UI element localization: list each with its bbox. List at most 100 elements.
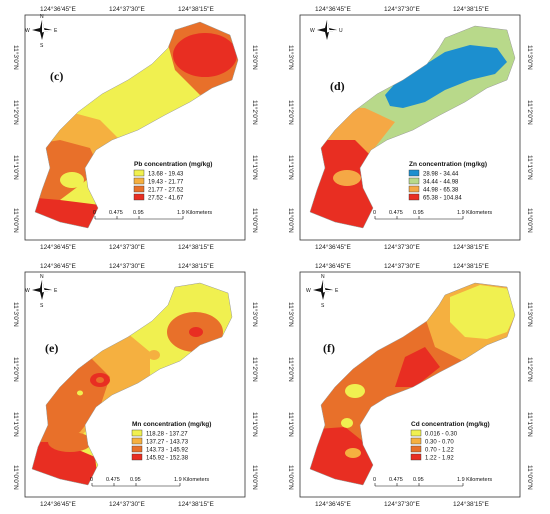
svg-text:W: W — [310, 28, 315, 34]
left-tick-4: 11°0'0"N — [12, 208, 20, 233]
svg-text:0.95: 0.95 — [130, 477, 141, 483]
svg-text:0.475: 0.475 — [106, 477, 120, 483]
top-tick-2: 124°37'30"E — [109, 5, 145, 13]
zone-yellow-spot-2 — [341, 418, 353, 428]
right-tick-1: 11°3'0"N — [526, 302, 534, 327]
legend-label-1: 28.98 - 34.44 — [423, 172, 459, 178]
svg-text:0: 0 — [93, 210, 96, 216]
study-area-outline — [309, 282, 516, 486]
legend-swatch-4 — [408, 193, 420, 201]
north-arrow-icon: N E S W — [306, 274, 339, 309]
zone-orange-south — [48, 432, 92, 452]
bottom-tick-1: 124°36'45"E — [40, 243, 76, 251]
legend-title: Zn concentration (mg/kg) — [409, 161, 487, 168]
zone-yellow-north — [450, 285, 515, 339]
right-tick-2: 11°2'0"N — [526, 357, 534, 382]
north-arrow-icon: N E S W — [25, 14, 58, 49]
bottom-tick-3: 124°38'15"E — [178, 500, 214, 508]
scale-bar: 0 0.475 0.95 1.9 Kilometers — [373, 477, 492, 487]
legend-label-1: 13.68 - 19.43 — [148, 172, 184, 178]
left-tick-4: 11°0'0"N — [12, 465, 20, 490]
legend-swatch-2 — [408, 177, 420, 185]
right-tick-4: 11°0'0"N — [526, 208, 534, 233]
zone-red — [310, 427, 380, 485]
zone-yellow-spot — [345, 384, 365, 398]
svg-text:0.95: 0.95 — [133, 210, 144, 216]
right-tick-3: 11°1'0"N — [251, 412, 259, 437]
legend-swatch-2 — [133, 177, 145, 185]
zone-red — [310, 140, 380, 228]
right-tick-2: 11°2'0"N — [526, 100, 534, 125]
left-tick-3: 11°1'0"N — [12, 412, 20, 437]
bottom-tick-3: 124°38'15"E — [178, 243, 214, 251]
legend-title: Pb concentration (mg/kg) — [134, 161, 212, 168]
svg-text:0.475: 0.475 — [389, 477, 403, 483]
legend-label-1: 0.016 - 0.30 — [425, 432, 458, 438]
right-tick-2: 11°2'0"N — [251, 357, 259, 382]
right-tick-1: 11°3'0"N — [251, 45, 259, 70]
svg-text:E: E — [54, 288, 58, 294]
left-tick-4: 11°0'0"N — [287, 465, 295, 490]
left-tick-3: 11°1'0"N — [287, 155, 295, 180]
left-tick-1: 11°3'0"N — [12, 45, 20, 70]
left-tick-3: 11°1'0"N — [287, 412, 295, 437]
bottom-tick-2: 124°37'30"E — [384, 243, 420, 251]
bottom-tick-1: 124°36'45"E — [40, 500, 76, 508]
svg-text:N: N — [40, 14, 44, 20]
top-tick-3: 124°38'15"E — [178, 262, 214, 270]
left-tick-1: 11°3'0"N — [12, 302, 20, 327]
top-tick-3: 124°38'15"E — [178, 5, 214, 13]
legend-label-2: 19.43 - 21.77 — [148, 180, 184, 186]
north-arrow-icon: N E S W — [25, 274, 58, 309]
left-tick-1: 11°3'0"N — [287, 45, 295, 70]
legend-swatch-3 — [410, 445, 422, 453]
top-tick-1: 124°36'45"E — [315, 262, 351, 270]
top-tick-1: 124°36'45"E — [315, 5, 351, 13]
legend-swatch-3 — [408, 185, 420, 193]
left-tick-2: 11°2'0"N — [12, 100, 20, 125]
right-tick-1: 11°3'0"N — [251, 302, 259, 327]
legend-swatch-1 — [408, 169, 420, 177]
svg-text:U: U — [339, 28, 343, 34]
bottom-tick-2: 124°37'30"E — [384, 500, 420, 508]
right-tick-2: 11°2'0"N — [251, 100, 259, 125]
zone-orange-spot — [333, 170, 361, 186]
legend-swatch-4 — [410, 453, 422, 461]
legend-label-3: 143.73 - 145.92 — [146, 448, 189, 454]
zone-orange — [35, 140, 100, 228]
legend-swatch-1 — [410, 429, 422, 437]
scale-bar: 0 0.475 0.95 1.9 Kilometers — [90, 477, 209, 487]
legend-label-4: 145.92 - 152.38 — [146, 456, 189, 462]
study-area-outline — [34, 21, 239, 229]
scale-bar: 0 0.475 0.95 1.9 Kilometers — [373, 210, 492, 220]
zone-orange — [32, 352, 110, 485]
right-tick-3: 11°1'0"N — [526, 412, 534, 437]
zone-light-orange-spot — [148, 350, 160, 360]
left-tick-2: 11°2'0"N — [287, 100, 295, 125]
svg-text:0.95: 0.95 — [413, 477, 424, 483]
panel-letter: (e) — [45, 341, 58, 355]
bottom-tick-3: 124°38'15"E — [453, 500, 489, 508]
panel-letter: (d) — [330, 79, 345, 93]
zone-red — [35, 195, 110, 228]
top-tick-3: 124°38'15"E — [453, 5, 489, 13]
legend-label-2: 137.27 - 143.73 — [146, 440, 189, 446]
legend-swatch-2 — [131, 437, 143, 445]
legend-swatch-3 — [133, 185, 145, 193]
svg-text:0.95: 0.95 — [413, 210, 424, 216]
svg-text:0: 0 — [90, 477, 93, 483]
legend: Cd concentration (mg/kg) 0.016 - 0.30 0.… — [410, 421, 490, 462]
legend-swatch-1 — [131, 429, 143, 437]
zone-red-mid — [395, 347, 440, 387]
zone-red-spot-north — [189, 327, 203, 337]
svg-text:S: S — [40, 43, 44, 49]
legend-label-2: 34.44 - 44.98 — [423, 180, 459, 186]
map-panel-c: 124°36'45"E 124°37'30"E 124°38'15"E 124°… — [0, 0, 275, 257]
map-panel-d: 124°36'45"E 124°37'30"E 124°38'15"E 124°… — [275, 0, 550, 257]
svg-text:1.9 Kilometers: 1.9 Kilometers — [457, 477, 492, 483]
top-tick-2: 124°37'30"E — [384, 5, 420, 13]
left-tick-1: 11°3'0"N — [287, 302, 295, 327]
top-tick-1: 124°36'45"E — [40, 5, 76, 13]
left-tick-2: 11°2'0"N — [12, 357, 20, 382]
legend-label-3: 44.98 - 65.38 — [423, 188, 459, 194]
